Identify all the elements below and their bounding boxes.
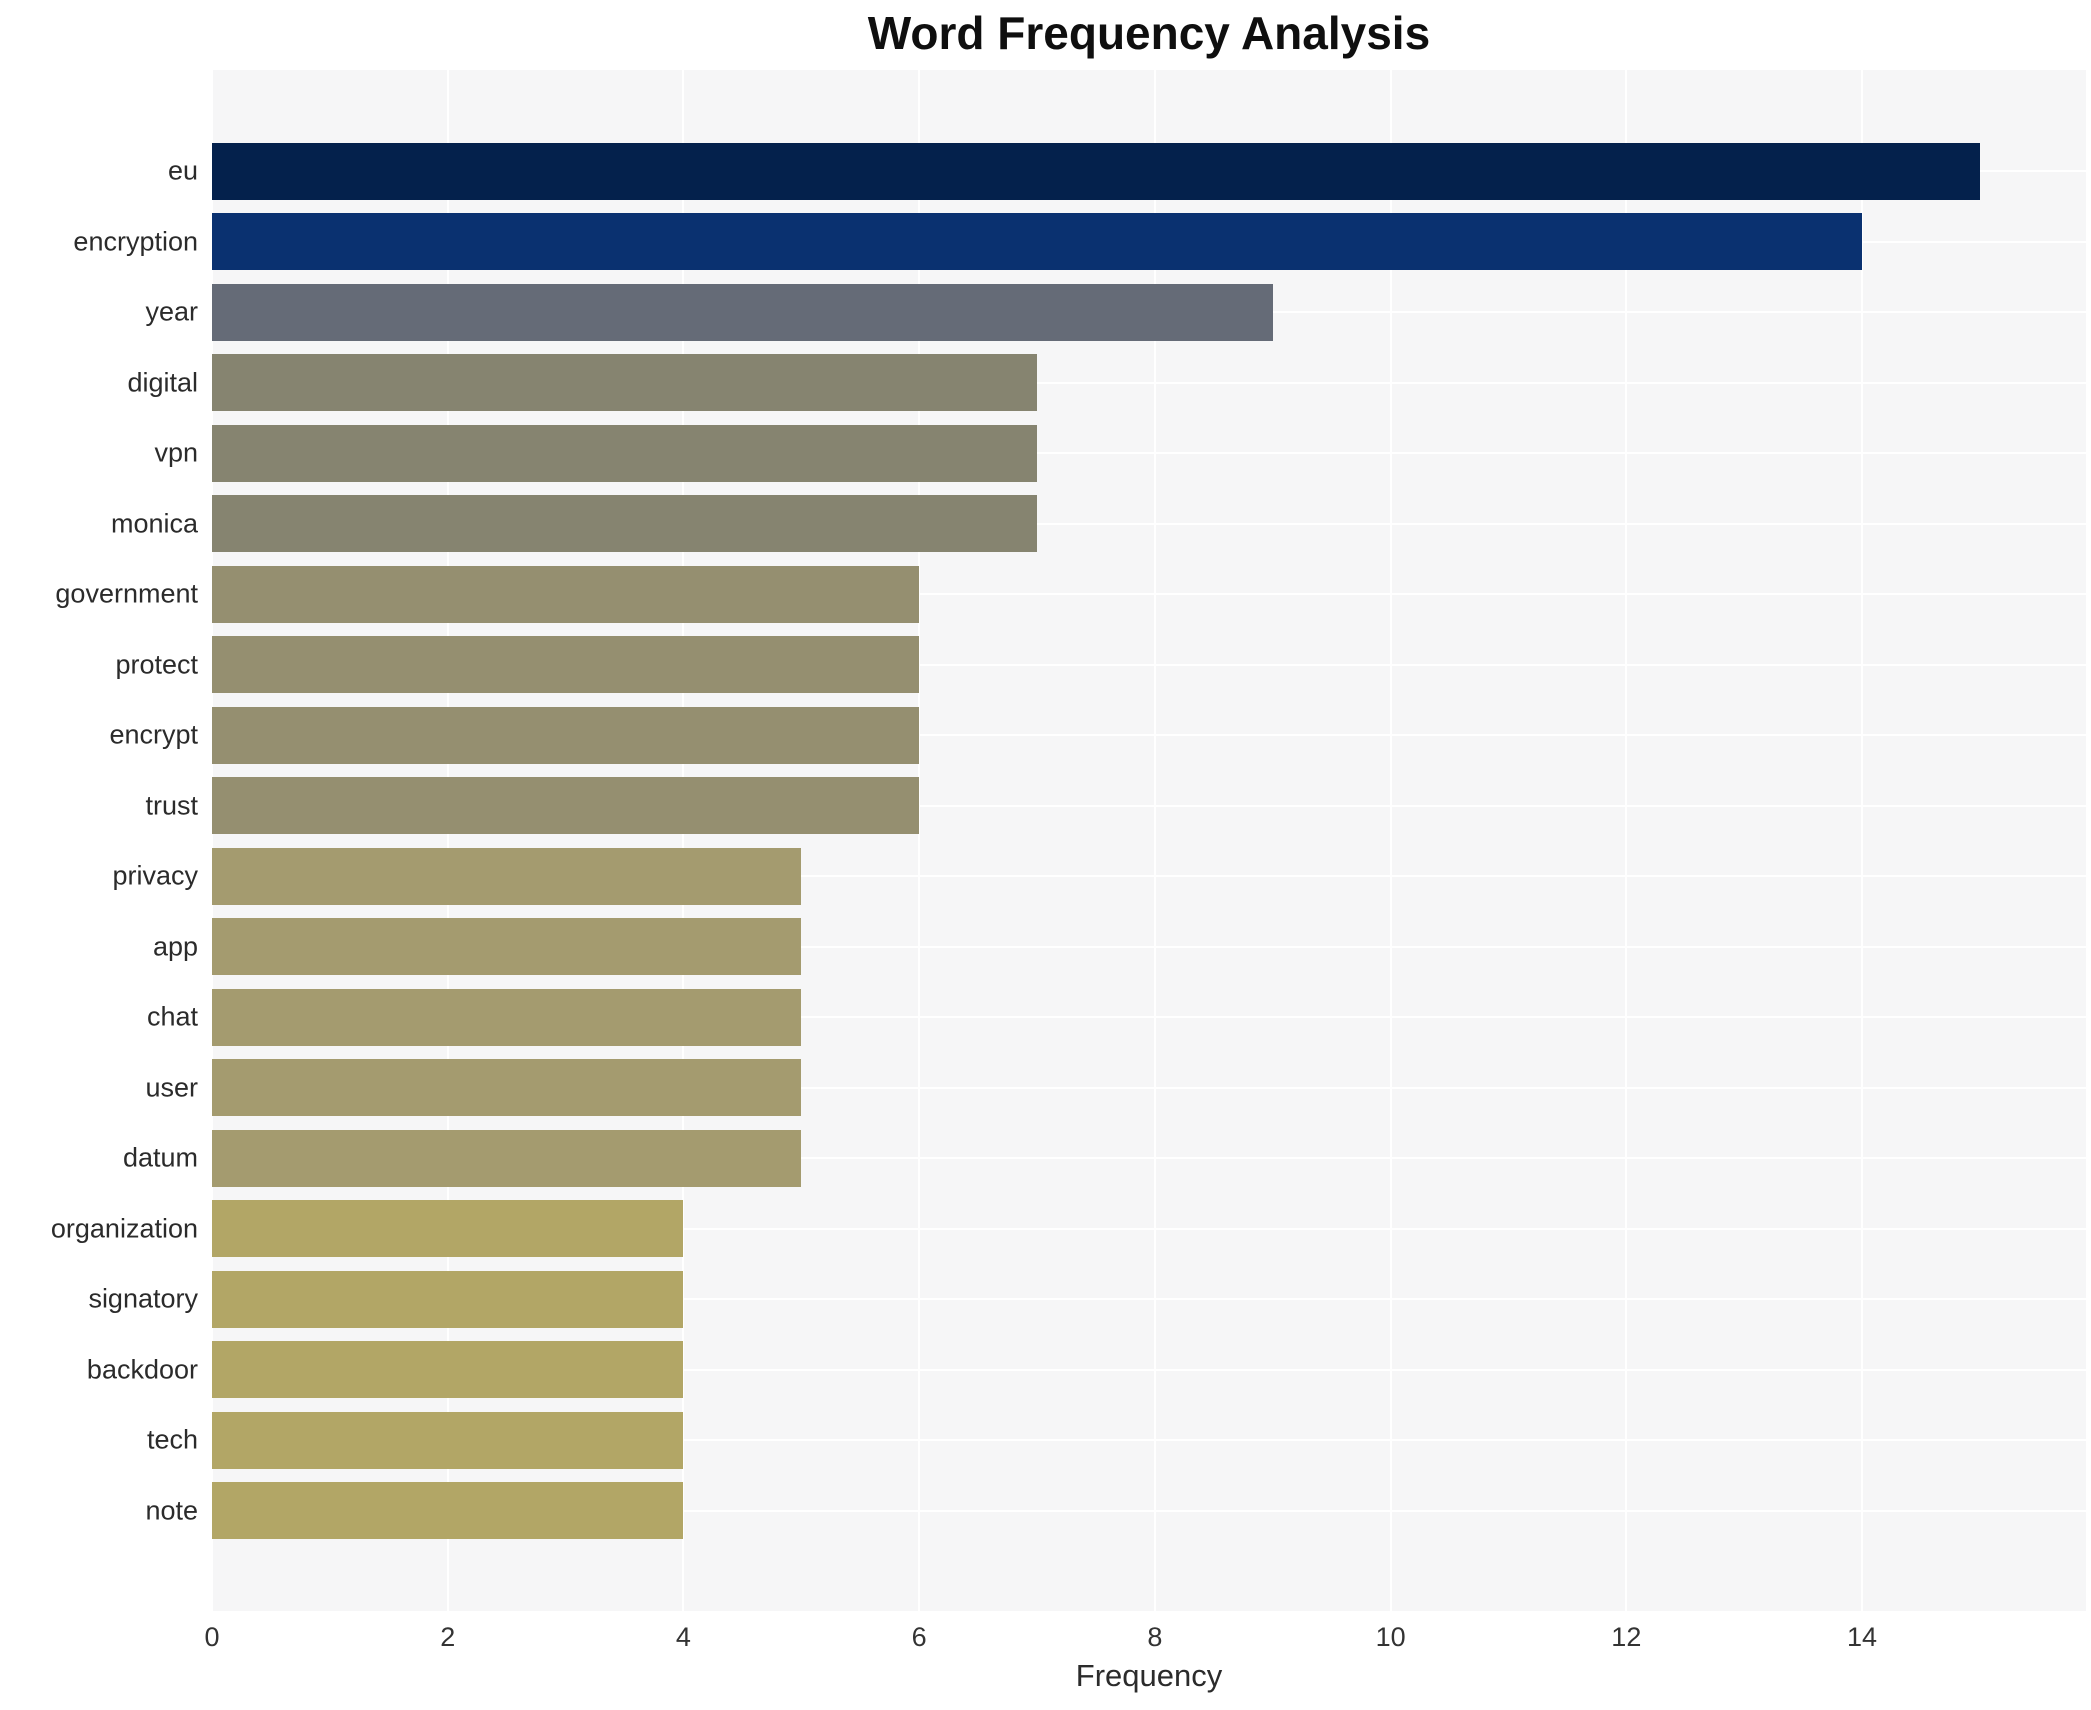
gridline-x-10 bbox=[1389, 70, 1392, 1611]
x-tick-10: 10 bbox=[1375, 1622, 1406, 1652]
bar-eu bbox=[212, 142, 1980, 200]
gridline-y-backdoor bbox=[212, 1368, 2086, 1371]
y-label-app: app bbox=[152, 931, 198, 962]
gridline-x-12 bbox=[1625, 70, 1628, 1611]
y-label-organization: organization bbox=[50, 1213, 198, 1244]
y-label-note: note bbox=[145, 1495, 198, 1526]
gridline-y-user bbox=[212, 1086, 2086, 1089]
y-label-signatory: signatory bbox=[88, 1283, 198, 1314]
bar-government bbox=[212, 565, 920, 623]
y-label-datum: datum bbox=[122, 1142, 198, 1173]
gridline-y-datum bbox=[212, 1157, 2086, 1160]
bar-protect bbox=[212, 636, 920, 694]
bar-backdoor bbox=[212, 1341, 684, 1399]
y-label-year: year bbox=[145, 296, 198, 327]
bar-monica bbox=[212, 495, 1038, 553]
y-label-encrypt: encrypt bbox=[109, 719, 198, 750]
bar-encrypt bbox=[212, 706, 920, 764]
gridline-y-encrypt bbox=[212, 734, 2086, 737]
y-label-privacy: privacy bbox=[112, 860, 198, 891]
chart-title: Word Frequency Analysis bbox=[867, 7, 1431, 59]
gridline-y-app bbox=[212, 945, 2086, 948]
bar-trust bbox=[212, 777, 920, 835]
y-label-encryption: encryption bbox=[73, 226, 198, 257]
gridline-y-digital bbox=[212, 381, 2086, 384]
x-tick-0: 0 bbox=[204, 1622, 220, 1652]
gridline-y-chat bbox=[212, 1016, 2086, 1019]
x-tick-14: 14 bbox=[1847, 1622, 1878, 1652]
x-tick-4: 4 bbox=[675, 1622, 691, 1652]
gridline-y-privacy bbox=[212, 875, 2086, 878]
gridline-y-vpn bbox=[212, 452, 2086, 455]
y-label-user: user bbox=[145, 1072, 198, 1103]
gridline-y-signatory bbox=[212, 1298, 2086, 1301]
gridline-y-government bbox=[212, 593, 2086, 596]
y-label-chat: chat bbox=[146, 1001, 198, 1032]
gridline-y-protect bbox=[212, 663, 2086, 666]
bar-tech bbox=[212, 1411, 684, 1469]
y-label-vpn: vpn bbox=[154, 437, 198, 468]
gridline-y-trust bbox=[212, 804, 2086, 807]
y-label-digital: digital bbox=[127, 367, 198, 398]
bar-chat bbox=[212, 988, 802, 1046]
gridline-y-organization bbox=[212, 1227, 2086, 1230]
gridline-y-note bbox=[212, 1509, 2086, 1512]
bar-digital bbox=[212, 354, 1038, 412]
y-label-monica: monica bbox=[110, 508, 198, 539]
bar-year bbox=[212, 283, 1273, 341]
y-label-government: government bbox=[55, 578, 198, 609]
y-label-protect: protect bbox=[115, 649, 198, 680]
x-tick-8: 8 bbox=[1147, 1622, 1163, 1652]
gridline-x-2 bbox=[446, 70, 449, 1611]
x-tick-2: 2 bbox=[440, 1622, 456, 1652]
gridline-y-monica bbox=[212, 522, 2086, 525]
gridline-x-14 bbox=[1861, 70, 1864, 1611]
x-tick-12: 12 bbox=[1611, 1622, 1642, 1652]
bar-user bbox=[212, 1059, 802, 1117]
y-label-eu: eu bbox=[167, 155, 198, 186]
y-label-backdoor: backdoor bbox=[86, 1354, 198, 1385]
gridline-y-tech bbox=[212, 1439, 2086, 1442]
bar-encryption bbox=[212, 213, 1863, 271]
gridline-x-8 bbox=[1153, 70, 1156, 1611]
bar-privacy bbox=[212, 847, 802, 905]
bar-vpn bbox=[212, 424, 1038, 482]
gridline-x-4 bbox=[682, 70, 685, 1611]
x-tick-6: 6 bbox=[911, 1622, 927, 1652]
bar-organization bbox=[212, 1200, 684, 1258]
gridline-x-0 bbox=[211, 70, 213, 1611]
gridline-x-6 bbox=[918, 70, 921, 1611]
bar-datum bbox=[212, 1129, 802, 1187]
bar-signatory bbox=[212, 1270, 684, 1328]
y-label-trust: trust bbox=[145, 790, 198, 821]
plot-area bbox=[211, 70, 2086, 1611]
bar-app bbox=[212, 918, 802, 976]
y-label-tech: tech bbox=[146, 1424, 198, 1455]
x-axis-label: Frequency bbox=[1075, 1658, 1223, 1693]
bar-note bbox=[212, 1482, 684, 1540]
